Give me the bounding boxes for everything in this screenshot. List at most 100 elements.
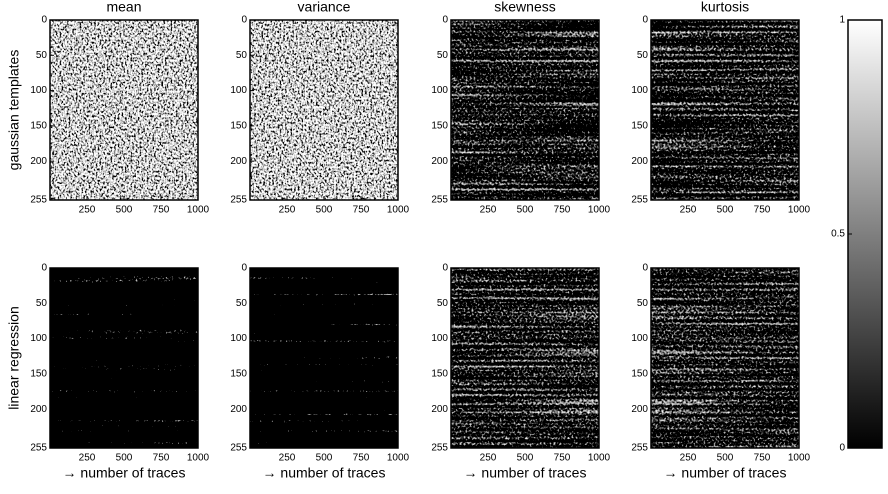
axes-frame [450, 267, 600, 449]
panel-title: skewness [494, 0, 555, 15]
y-tick-label: 50 [437, 298, 449, 309]
y-tick-label: 0 [241, 15, 247, 26]
x-tick-label: 1000 [588, 453, 611, 464]
y-tick-label: 255 [431, 195, 448, 206]
x-tick-label: 250 [680, 205, 697, 216]
x-axis-label: → number of traces [263, 465, 386, 481]
x-tick-label: 750 [554, 453, 571, 464]
y-tick-label: 50 [637, 50, 649, 61]
x-tick-label: 750 [153, 205, 170, 216]
colorbar-gradient [847, 19, 883, 449]
x-tick-label: 500 [717, 453, 734, 464]
heatmap-image [50, 20, 198, 200]
y-tick-label: 255 [631, 443, 648, 454]
x-tick-label: 750 [353, 453, 370, 464]
heatmap-image [250, 268, 398, 448]
x-tick-label: 500 [517, 205, 534, 216]
x-tick-label: 250 [480, 205, 497, 216]
y-tick-label: 255 [30, 195, 47, 206]
y-tick-label: 50 [236, 50, 248, 61]
x-tick-label: 500 [316, 205, 333, 216]
x-tick-label: 1000 [387, 205, 410, 216]
x-tick-label: 250 [279, 453, 296, 464]
y-tick-label: 100 [30, 333, 47, 344]
y-tick-label: 150 [431, 121, 448, 132]
y-tick-label: 100 [631, 333, 648, 344]
y-tick-label: 200 [30, 404, 47, 415]
y-tick-label: 50 [236, 298, 248, 309]
y-tick-label: 50 [437, 50, 449, 61]
y-tick-label: 0 [41, 263, 47, 274]
y-tick-label: 0 [442, 263, 448, 274]
y-tick-label: 200 [631, 404, 648, 415]
heatmap-image [451, 268, 599, 448]
heatmap-image [651, 20, 799, 200]
y-tick-label: 0 [442, 15, 448, 26]
heatmap-image [50, 268, 198, 448]
y-tick-label: 255 [631, 195, 648, 206]
colorbar-tick-label: 0 [839, 443, 845, 454]
heatmap-image [250, 20, 398, 200]
x-tick-label: 1000 [788, 453, 811, 464]
axes-frame [249, 19, 399, 201]
y-tick-label: 0 [41, 15, 47, 26]
x-tick-label: 500 [316, 453, 333, 464]
panel-title: kurtosis [701, 0, 749, 15]
axes-frame [249, 267, 399, 449]
axes-frame [650, 19, 800, 201]
y-tick-label: 255 [30, 443, 47, 454]
colorbar-tick-label: 0.5 [831, 229, 845, 240]
y-tick-label: 200 [230, 404, 247, 415]
y-tick-label: 100 [30, 85, 47, 96]
x-tick-label: 750 [554, 205, 571, 216]
x-tick-label: 750 [754, 453, 771, 464]
axes-frame [49, 19, 199, 201]
y-tick-label: 255 [230, 443, 247, 454]
y-tick-label: 255 [230, 195, 247, 206]
y-tick-label: 255 [431, 443, 448, 454]
x-tick-label: 750 [754, 205, 771, 216]
x-tick-label: 1000 [788, 205, 811, 216]
x-tick-label: 250 [480, 453, 497, 464]
panel-title: mean [106, 0, 141, 15]
axes-frame [49, 267, 199, 449]
x-tick-label: 750 [353, 205, 370, 216]
y-tick-label: 100 [631, 85, 648, 96]
x-tick-label: 1000 [588, 205, 611, 216]
x-axis-label: → number of traces [63, 465, 186, 481]
x-tick-label: 750 [153, 453, 170, 464]
x-tick-label: 500 [116, 453, 133, 464]
y-tick-label: 200 [230, 156, 247, 167]
y-tick-label: 150 [30, 369, 47, 380]
y-tick-label: 0 [642, 15, 648, 26]
x-tick-label: 250 [79, 453, 96, 464]
row-label: gaussian templates [6, 50, 22, 171]
y-tick-label: 150 [431, 369, 448, 380]
panel-title: variance [298, 0, 351, 15]
x-tick-label: 1000 [187, 453, 210, 464]
x-tick-label: 1000 [387, 453, 410, 464]
y-tick-label: 100 [230, 85, 247, 96]
y-tick-label: 50 [36, 50, 48, 61]
axes-frame [650, 267, 800, 449]
y-tick-label: 200 [631, 156, 648, 167]
heatmap-image [651, 268, 799, 448]
colorbar-tick-label: 1 [839, 15, 845, 26]
y-tick-label: 150 [230, 369, 247, 380]
y-tick-label: 200 [431, 404, 448, 415]
x-axis-label: → number of traces [664, 465, 787, 481]
x-tick-label: 250 [79, 205, 96, 216]
x-tick-label: 250 [279, 205, 296, 216]
y-tick-label: 100 [230, 333, 247, 344]
x-tick-label: 500 [517, 453, 534, 464]
y-tick-label: 200 [30, 156, 47, 167]
y-tick-label: 150 [631, 121, 648, 132]
heatmap-image [451, 20, 599, 200]
y-tick-label: 150 [631, 369, 648, 380]
y-tick-label: 150 [30, 121, 47, 132]
x-tick-label: 500 [717, 205, 734, 216]
y-tick-label: 0 [642, 263, 648, 274]
x-tick-label: 250 [680, 453, 697, 464]
x-tick-label: 500 [116, 205, 133, 216]
